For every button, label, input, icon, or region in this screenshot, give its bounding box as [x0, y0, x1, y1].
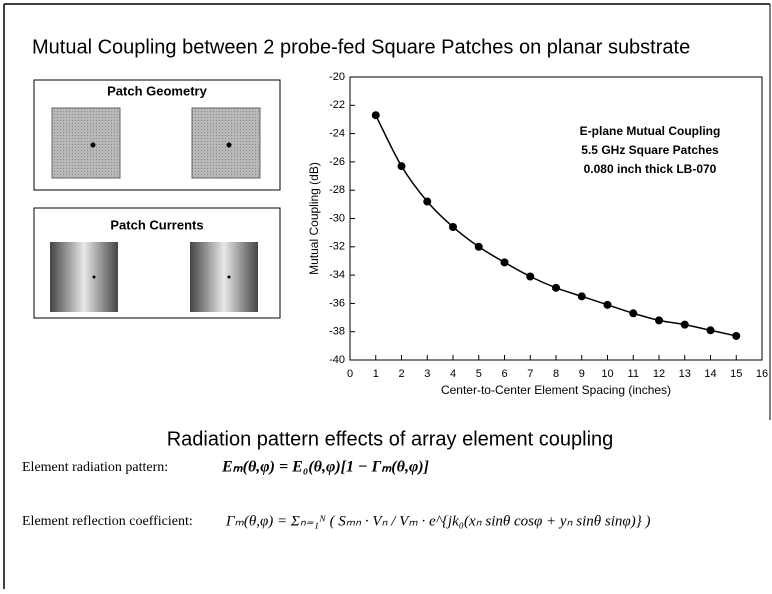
x-tick-label: 14 — [704, 368, 716, 380]
data-point — [526, 272, 535, 281]
slide-title: Mutual Coupling between 2 probe-fed Squa… — [32, 36, 690, 58]
probe — [226, 142, 232, 148]
data-point — [474, 242, 483, 251]
equation: Eₘ(θ,φ) = E₀(θ,φ)[1 − Γₘ(θ,φ)] — [221, 459, 429, 476]
y-tick-label: -32 — [329, 241, 345, 253]
data-point — [655, 316, 663, 325]
data-point — [397, 162, 406, 171]
patch — [191, 107, 261, 179]
data-point — [603, 300, 612, 309]
data-point — [449, 222, 457, 231]
probe — [90, 142, 96, 148]
equation-label: Element radiation pattern: — [22, 460, 168, 475]
y-tick-label: -26 — [329, 156, 345, 168]
x-tick-label: 11 — [628, 368, 639, 380]
x-tick-label: 2 — [398, 368, 404, 380]
x-tick-label: 6 — [501, 368, 507, 380]
annotation: 5.5 GHz Square Patches — [581, 143, 719, 157]
y-tick-label: -22 — [329, 99, 345, 111]
panel-label: Patch Geometry — [107, 83, 207, 98]
y-tick-label: -40 — [329, 354, 345, 366]
x-tick-label: 1 — [373, 368, 379, 380]
y-tick-label: -24 — [329, 128, 345, 140]
probe — [227, 275, 231, 279]
data-point — [629, 309, 638, 318]
x-tick-label: 8 — [553, 368, 559, 380]
patch — [51, 107, 121, 179]
chart: -40-38-36-34-32-30-28-26-24-22-200 1 2 3 4 5 6… — [307, 71, 768, 397]
x-tick-label: 16 — [756, 368, 768, 380]
y-tick-label: -28 — [329, 184, 345, 196]
x-tick-label: 4 — [450, 368, 456, 380]
data-point — [423, 197, 432, 206]
y-tick-label: -30 — [329, 212, 345, 224]
y-tick-label: -20 — [329, 71, 345, 83]
x-tick-label: 10 — [601, 368, 613, 380]
x-tick-label: 9 — [579, 368, 585, 380]
probe — [92, 275, 96, 279]
x-tick-label: 12 — [653, 368, 665, 380]
equation-label: Element reflection coefficient: — [22, 514, 193, 529]
y-tick-label: -36 — [329, 297, 345, 309]
annotation: 0.080 inch thick LB-070 — [584, 162, 717, 176]
x-tick-label: 5 — [476, 368, 482, 380]
x-tick-label: 0 — [347, 368, 353, 380]
panel-label: Patch Currents — [110, 217, 203, 232]
annotation: E-plane Mutual Coupling — [580, 124, 721, 138]
x-tick-label: 3 — [424, 368, 430, 380]
y-tick-label: -38 — [329, 326, 345, 338]
data-point — [371, 111, 380, 120]
section-title: Radiation pattern effects of array eleme… — [167, 428, 614, 450]
patch-current — [50, 242, 118, 312]
y-tick-label: -34 — [329, 269, 345, 281]
data-point — [706, 326, 715, 335]
data-point — [732, 331, 741, 340]
equation: Γₘ(θ,φ) = Σₙ₌₁ᴺ ( Sₘₙ · Vₙ / Vₘ · e^{jk₀… — [225, 513, 650, 529]
data-point — [680, 320, 689, 329]
patch-current — [190, 242, 258, 312]
x-axis-title: Center-to-Center Element Spacing (inches… — [441, 383, 671, 397]
y-axis-title: Mutual Coupling (dB) — [307, 162, 321, 275]
data-point — [577, 292, 586, 301]
x-tick-label: 15 — [730, 368, 742, 380]
data-point — [500, 258, 509, 267]
data-point — [552, 283, 560, 292]
x-tick-label: 7 — [527, 368, 533, 380]
plot-area — [349, 76, 763, 361]
x-tick-label: 13 — [679, 368, 691, 380]
